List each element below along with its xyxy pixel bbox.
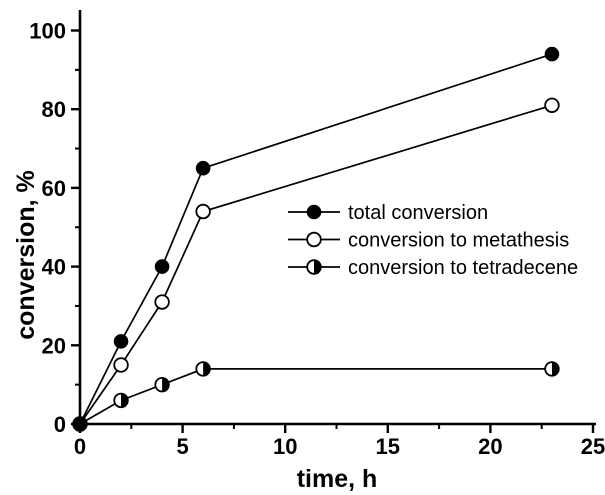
legend-label-conversion-to-metathesis: conversion to metathesis	[348, 230, 569, 252]
series-marker-conversion-to-metathesis	[154, 294, 170, 310]
x-tick-label: 25	[581, 434, 605, 459]
x-tick-label: 20	[478, 434, 502, 459]
legend-label-conversion-to-tetradecene: conversion to tetradecene	[348, 257, 578, 279]
legend-marker-conversion-to-metathesis	[306, 231, 322, 248]
y-tick-label: 0	[54, 412, 66, 437]
series-marker-total-conversion	[195, 160, 211, 176]
legend-marker-conversion-to-tetradecene-half-fill	[314, 260, 321, 274]
series-marker-conversion-to-tetradecene-half-fill	[203, 362, 210, 376]
series-marker-conversion-to-tetradecene-half-fill	[551, 362, 559, 376]
x-tick-label: 0	[74, 434, 86, 459]
series-line-conversion-to-tetradecene	[79, 368, 552, 425]
series-marker-conversion-to-metathesis	[195, 203, 211, 220]
series-marker-total-conversion	[72, 416, 88, 432]
series-marker-total-conversion	[544, 46, 560, 62]
series-marker-total-conversion	[113, 334, 129, 349]
series-marker-conversion-to-tetradecene-half-fill	[121, 393, 128, 408]
y-tick-label: 20	[42, 333, 66, 358]
series-marker-conversion-to-tetradecene-half-fill	[162, 377, 169, 392]
x-tick-label: 5	[176, 434, 188, 459]
y-tick-label: 100	[29, 19, 66, 44]
x-axis-title: time, h	[297, 465, 378, 493]
legend-marker-total-conversion	[306, 204, 322, 220]
x-tick-label: 10	[273, 434, 297, 459]
series-marker-conversion-to-metathesis	[544, 97, 560, 113]
legend-label-total-conversion: total conversion	[348, 202, 488, 224]
y-tick-label: 60	[42, 176, 66, 201]
y-axis-title: conversion, %	[12, 170, 40, 340]
x-tick-label: 15	[376, 434, 400, 459]
series-marker-total-conversion	[154, 259, 170, 274]
y-tick-label: 40	[42, 255, 66, 280]
series-marker-conversion-to-metathesis	[113, 357, 129, 373]
y-tick-label: 80	[42, 97, 66, 122]
